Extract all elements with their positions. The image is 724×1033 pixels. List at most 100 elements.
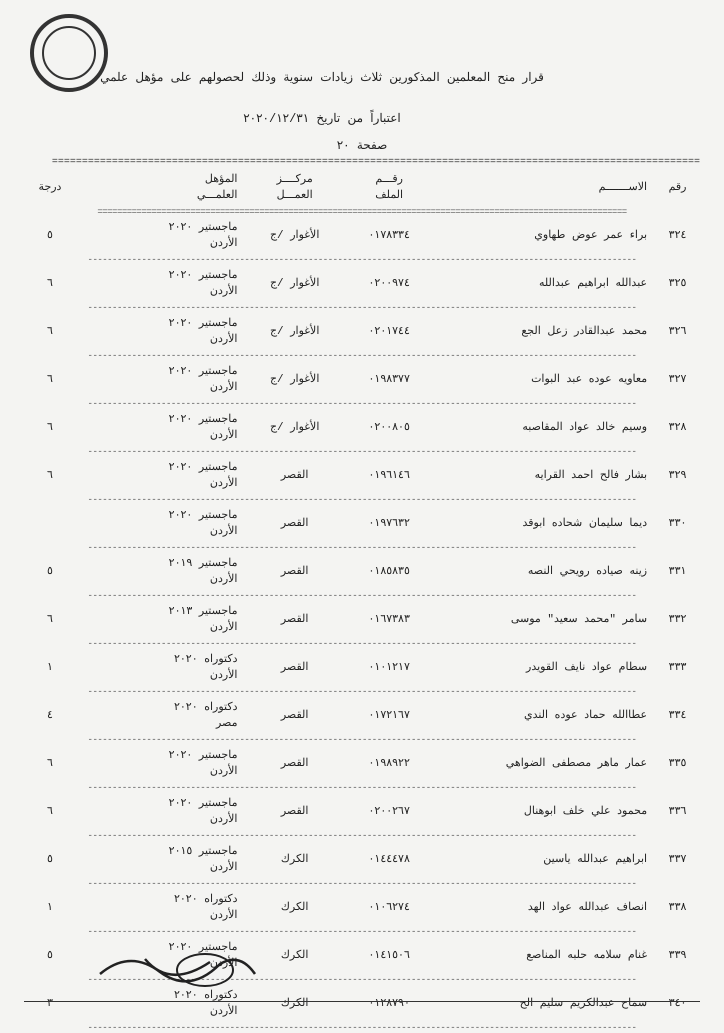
teachers-table: رقم الاســـــــم رقـــم الملف مركــــز ا…	[24, 169, 700, 1033]
cell-name: بشار فالح احمد القرايه	[431, 457, 656, 496]
table-row: ٣٢٨وسيم خالد عواد المقاصبه٠٢٠٠٨٠٥الأغوار…	[24, 409, 700, 448]
cell-name: محمود علي خلف ابوهنال	[431, 793, 656, 832]
cell-file: ٠١٦٧٣٨٣	[348, 601, 431, 640]
cell-number: ٣٢٥	[655, 265, 700, 304]
cell-center: الأغوار /ج	[241, 313, 347, 352]
row-separator: ----------------------------------------…	[24, 928, 700, 937]
cell-qual: ماجستير ٢٠١٩ الأردن	[76, 553, 241, 592]
cell-number: ٣٢٩	[655, 457, 700, 496]
table-row: ٣٢٩بشار فالح احمد القرايه٠١٩٦١٤٦القصرماج…	[24, 457, 700, 496]
decree-header: قرار منح المعلمين المذكورين ثلاث زيادات …	[24, 48, 700, 130]
table-body: ========================================…	[24, 208, 700, 1033]
cell-degree: ٥	[24, 553, 76, 592]
cell-center: القصر	[241, 457, 347, 496]
cell-number: ٣٢٧	[655, 361, 700, 400]
seal-inner	[42, 26, 96, 80]
cell-degree: ٦	[24, 361, 76, 400]
cell-file: ٠٢٠٠٢٦٧	[348, 793, 431, 832]
table-row: ٣٣٢سامر "محمد سعيد" موسى٠١٦٧٣٨٣القصرماجس…	[24, 601, 700, 640]
table-row: ٣٣٦محمود علي خلف ابوهنال٠٢٠٠٢٦٧القصرماجس…	[24, 793, 700, 832]
table-row: ٣٣١زينه صياده رويحي النصه٠١٨٥٨٣٥القصرماج…	[24, 553, 700, 592]
cell-center: الكرك	[241, 889, 347, 928]
cell-name: عطاالله حماد عوده الندي	[431, 697, 656, 736]
cell-center: الأغوار /ج	[241, 265, 347, 304]
cell-name: سطام عواد نايف القويدر	[431, 649, 656, 688]
cell-degree: ١	[24, 649, 76, 688]
cell-file: ٠١٧٢١٦٧	[348, 697, 431, 736]
cell-center: القصر	[241, 649, 347, 688]
cell-center: القصر	[241, 505, 347, 544]
cell-qual: ماجستير ٢٠٢٠ الأردن	[76, 745, 241, 784]
cell-name: عمار ماهر مصطفى الضواهي	[431, 745, 656, 784]
cell-file: ٠٢٠١٧٤٤	[348, 313, 431, 352]
row-separator: ----------------------------------------…	[24, 304, 700, 313]
cell-number: ٣٣٠	[655, 505, 700, 544]
cell-degree: ٦	[24, 457, 76, 496]
cell-number: ٣٣٩	[655, 937, 700, 976]
official-seal	[30, 14, 108, 92]
cell-name: محمد عبدالقادر زعل الجع	[431, 313, 656, 352]
cell-file: ٠١٩٧٦٣٢	[348, 505, 431, 544]
cell-degree: ١	[24, 889, 76, 928]
cell-name: غنام سلامه حلبه المناصع	[431, 937, 656, 976]
cell-degree: ٥	[24, 937, 76, 976]
cell-number: ٣٣٧	[655, 841, 700, 880]
table-row: ٣٣٧ابراهيم عبدالله ياسين٠١٤٤٤٧٨الكركماجس…	[24, 841, 700, 880]
cell-center: القصر	[241, 601, 347, 640]
table-row: ٣٣٣سطام عواد نايف القويدر٠١٠١٢١٧القصردكت…	[24, 649, 700, 688]
cell-file: ٠١٢٨٧٩٠	[348, 985, 431, 1024]
cell-number: ٣٣٥	[655, 745, 700, 784]
cell-file: ٠١٨٥٨٣٥	[348, 553, 431, 592]
cell-center: الأغوار /ج	[241, 217, 347, 256]
cell-center: الأغوار /ج	[241, 409, 347, 448]
cell-degree: ٦	[24, 745, 76, 784]
cell-qual: دكتوراه ٢٠٢٠ الأردن	[76, 649, 241, 688]
cell-name: سماح عبدالكريم سليم الح	[431, 985, 656, 1024]
cell-degree: ٥	[24, 217, 76, 256]
row-separator: ----------------------------------------…	[24, 544, 700, 553]
row-separator: ----------------------------------------…	[24, 1024, 700, 1033]
cell-name: عبدالله ابراهيم عبدالله	[431, 265, 656, 304]
cell-qual: ماجستير ٢٠٢٠ الأردن	[76, 313, 241, 352]
row-separator: ----------------------------------------…	[24, 496, 700, 505]
cell-degree: ٦	[24, 409, 76, 448]
cell-qual: ماجستير ٢٠٢٠ الأردن	[76, 457, 241, 496]
cell-number: ٣٣٤	[655, 697, 700, 736]
row-separator: ----------------------------------------…	[24, 832, 700, 841]
row-separator: ----------------------------------------…	[24, 784, 700, 793]
cell-name: ديما سليمان شحاده ابوقد	[431, 505, 656, 544]
cell-qual: ماجستير ٢٠٢٠ الأردن	[76, 217, 241, 256]
row-separator: ----------------------------------------…	[24, 448, 700, 457]
table-row: ٣٢٥عبدالله ابراهيم عبدالله٠٢٠٠٩٧٤الأغوار…	[24, 265, 700, 304]
cell-degree: ٦	[24, 313, 76, 352]
cell-name: سامر "محمد سعيد" موسى	[431, 601, 656, 640]
col-header-number: رقم	[655, 169, 700, 208]
cell-name: معاويه عوده عبد البوات	[431, 361, 656, 400]
col-header-name: الاســـــــم	[431, 169, 656, 208]
cell-degree: ٦	[24, 265, 76, 304]
cell-file: ٠١٧٨٣٣٤	[348, 217, 431, 256]
table-row: ٣٣٤عطاالله حماد عوده الندي٠١٧٢١٦٧القصردك…	[24, 697, 700, 736]
cell-name: ابراهيم عبدالله ياسين	[431, 841, 656, 880]
footer-rule	[24, 1001, 700, 1002]
cell-number: ٣٣٣	[655, 649, 700, 688]
cell-name: براء عمر عوض طهاوي	[431, 217, 656, 256]
cell-file: ٠١٩٦١٤٦	[348, 457, 431, 496]
header-line1: قرار منح المعلمين المذكورين ثلاث زيادات …	[100, 71, 544, 85]
cell-center: القصر	[241, 553, 347, 592]
cell-qual: ماجستير ٢٠٢٠ الأردن	[76, 361, 241, 400]
cell-number: ٣٢٦	[655, 313, 700, 352]
table-row: ٣٣٥عمار ماهر مصطفى الضواهي٠١٩٨٩٢٢القصرما…	[24, 745, 700, 784]
col-header-qual: المؤهل العلمـــي	[76, 169, 241, 208]
col-header-center: مركــــز العمـــل	[241, 169, 347, 208]
cell-center: القصر	[241, 745, 347, 784]
cell-qual: دكتوراه ٢٠٢٠ الأردن	[76, 889, 241, 928]
cell-center: الأغوار /ج	[241, 361, 347, 400]
cell-file: ٠٢٠٠٩٧٤	[348, 265, 431, 304]
cell-degree	[24, 505, 76, 544]
top-double-rule: ========================================…	[24, 157, 700, 169]
cell-name: زينه صياده رويحي النصه	[431, 553, 656, 592]
cell-name: وسيم خالد عواد المقاصبه	[431, 409, 656, 448]
cell-number: ٣٤٠	[655, 985, 700, 1024]
cell-number: ٣٢٨	[655, 409, 700, 448]
